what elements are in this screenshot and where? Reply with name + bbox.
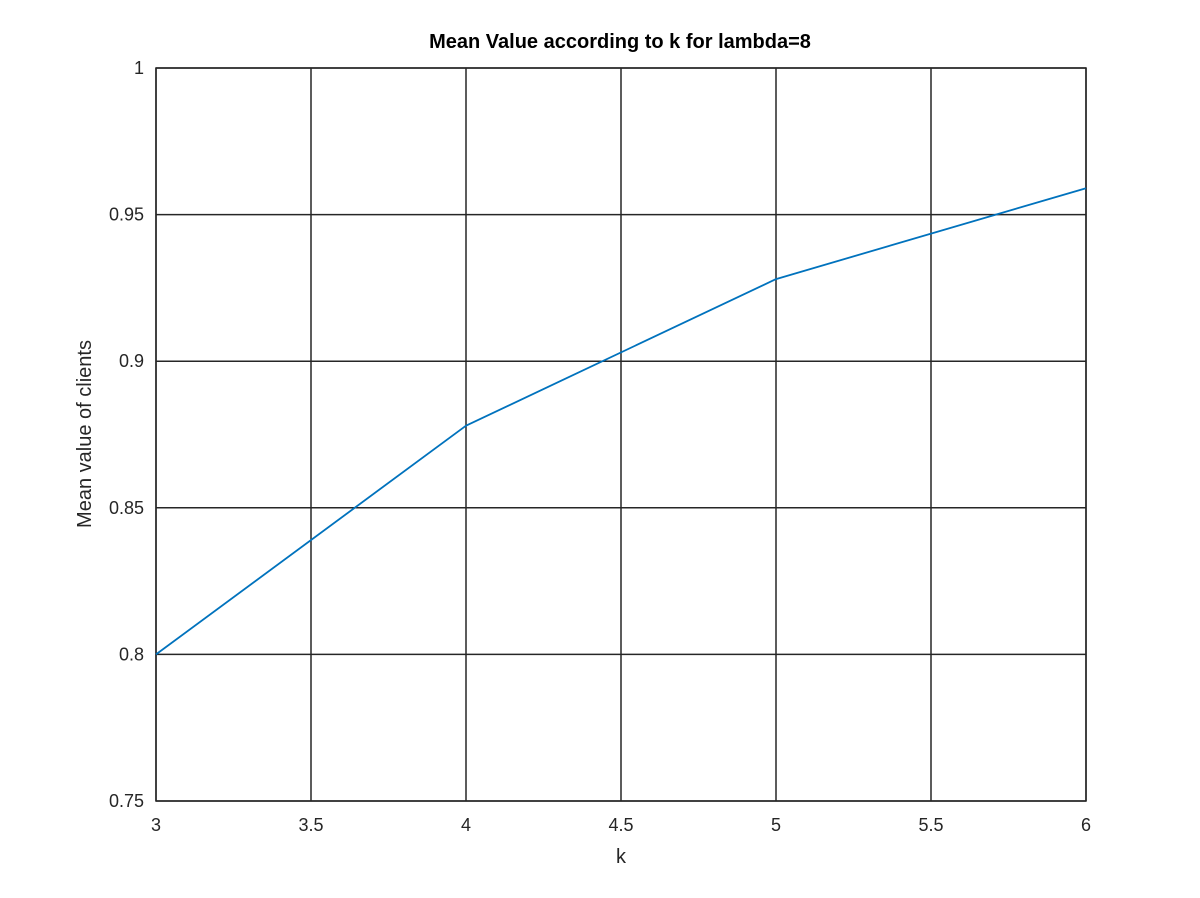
x-tick-label: 5.5 — [918, 815, 943, 835]
chart-title: Mean Value according to k for lambda=8 — [429, 31, 811, 53]
series-group — [155, 187, 1087, 656]
x-axis-label: k — [616, 846, 627, 868]
plot-area-frame — [155, 67, 1087, 802]
x-tick-label: 3 — [151, 815, 161, 835]
y-tick-label: 0.95 — [109, 205, 144, 225]
y-axis-label: Mean value of clients — [74, 340, 96, 528]
axis-ticks: 3 3.5 4 4.5 5 5.5 6 0.75 0.8 0.85 0.9 0.95 1 — [109, 58, 1091, 835]
y-tick-label: 1 — [134, 58, 144, 78]
series-line — [155, 187, 1087, 656]
x-tick-label: 5 — [771, 815, 781, 835]
x-tick-label: 4 — [461, 815, 471, 835]
grid — [155, 67, 1087, 802]
x-tick-label: 4.5 — [608, 815, 633, 835]
y-tick-label: 0.9 — [119, 351, 144, 371]
y-tick-label: 0.8 — [119, 644, 144, 664]
x-tick-label: 6 — [1081, 815, 1091, 835]
x-tick-label: 3.5 — [298, 815, 323, 835]
y-tick-label: 0.75 — [109, 791, 144, 811]
y-tick-label: 0.85 — [109, 498, 144, 518]
